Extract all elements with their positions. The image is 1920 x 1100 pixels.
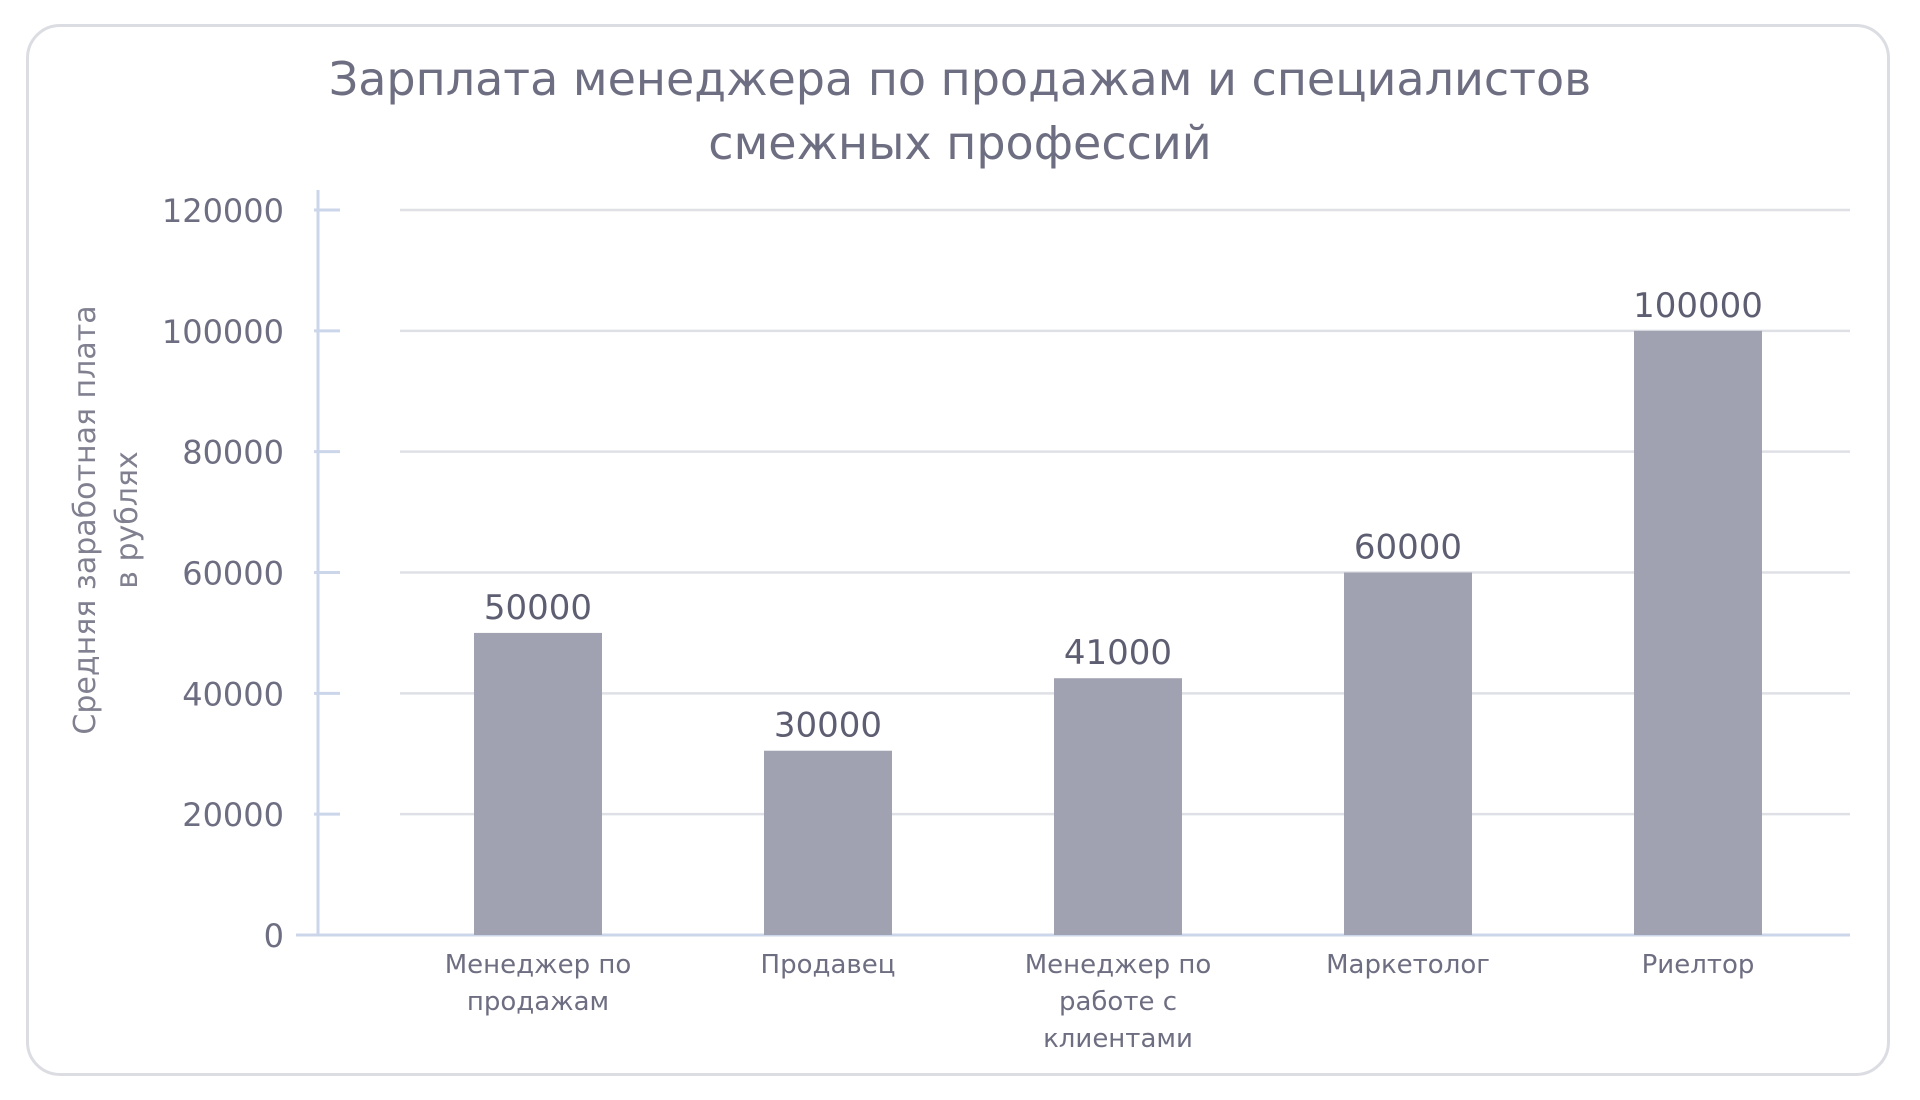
bar-1	[474, 632, 602, 935]
data-label-2: 30000	[774, 706, 882, 746]
y-axis-label: Средняя заработная плата в рублях	[68, 305, 145, 734]
y-axis-label-line-1: Средняя заработная плата	[68, 305, 103, 734]
data-label-3: 41000	[1064, 633, 1172, 673]
y-tick-label: 60000	[182, 555, 284, 593]
chart-title-line-2: смежных профессий	[708, 116, 1211, 170]
category-label-4: Маркетолог	[1326, 950, 1490, 980]
y-axis-label-line-2: в рублях	[110, 451, 145, 589]
bar-5	[1634, 330, 1762, 935]
chart-title: Зарплата менеджера по продажам и специал…	[329, 52, 1592, 170]
y-tick-label: 20000	[182, 796, 284, 834]
bar-3	[1054, 678, 1182, 935]
data-label-4: 60000	[1354, 528, 1462, 568]
bars	[474, 330, 1762, 935]
y-tick-label: 120000	[162, 192, 284, 230]
y-tick-label: 100000	[162, 313, 284, 351]
bar-4	[1344, 572, 1472, 935]
y-tick-label: 0	[264, 917, 284, 955]
category-label-1: продажам	[467, 987, 609, 1017]
data-label-5: 100000	[1633, 286, 1763, 326]
category-label-1: Менеджер по	[445, 950, 632, 980]
data-labels: 50000 30000 41000 60000 100000	[484, 286, 1763, 746]
category-label-3: Менеджер по	[1025, 950, 1212, 980]
category-label-5: Риелтор	[1642, 950, 1755, 980]
y-tick-label: 40000	[182, 675, 284, 713]
category-label-3: клиентами	[1043, 1024, 1193, 1054]
y-axis-ticks: 0 20000 40000 60000 80000 100000 120000	[162, 192, 340, 955]
chart-card	[26, 24, 1890, 1076]
category-label-3: работе с	[1059, 987, 1177, 1017]
gridlines	[400, 208, 1850, 816]
chart-title-line-1: Зарплата менеджера по продажам и специал…	[329, 52, 1592, 106]
data-label-1: 50000	[484, 588, 592, 628]
category-label-2: Продавец	[761, 950, 896, 980]
x-axis-categories: Менеджер по продажам Продавец Менеджер по ра…	[445, 950, 1755, 1054]
y-tick-label: 80000	[182, 434, 284, 472]
bar-2	[764, 750, 892, 935]
